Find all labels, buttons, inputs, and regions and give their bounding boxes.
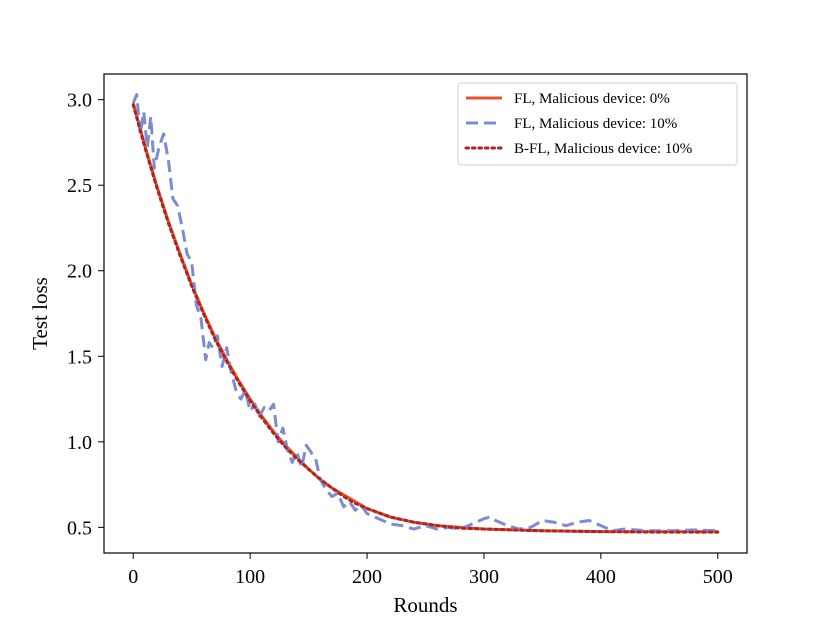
y-tick-label: 3.0 <box>67 90 92 112</box>
legend-box <box>457 82 738 166</box>
y-tick-label: 2.0 <box>67 261 92 283</box>
y-tick-label: 1.5 <box>67 346 92 368</box>
y-tick-label: 1.0 <box>67 432 92 454</box>
legend-label-1: FL, Malicious device: 10% <box>514 116 677 132</box>
x-axis-label: Rounds <box>393 593 457 617</box>
plot-frame <box>103 73 748 554</box>
y-tick-label: 2.5 <box>67 175 92 197</box>
y-axis: 0.5 1.0 1.5 2.0 2.5 3.0 <box>67 90 104 539</box>
x-axis: 0 100 200 300 400 500 <box>128 553 733 588</box>
y-tick-label: 0.5 <box>67 517 92 539</box>
series-line-0 <box>131 102 718 534</box>
y-axis-label: Test loss <box>28 277 52 350</box>
legend-label-0: FL, Malicious device: 0% <box>514 91 670 107</box>
x-tick-label: 200 <box>352 566 382 588</box>
x-tick-label: 400 <box>586 566 616 588</box>
x-tick-label: 300 <box>469 566 499 588</box>
x-tick-label: 500 <box>703 566 733 588</box>
legend-label-2: B-FL, Malicious device: 10% <box>514 141 692 157</box>
series-line-2 <box>131 103 720 534</box>
legend: FL, Malicious device: 0% FL, Malicious de… <box>457 82 738 166</box>
x-tick-label: 100 <box>235 566 265 588</box>
plot-lines <box>131 93 720 534</box>
x-tick-label: 0 <box>128 566 138 588</box>
